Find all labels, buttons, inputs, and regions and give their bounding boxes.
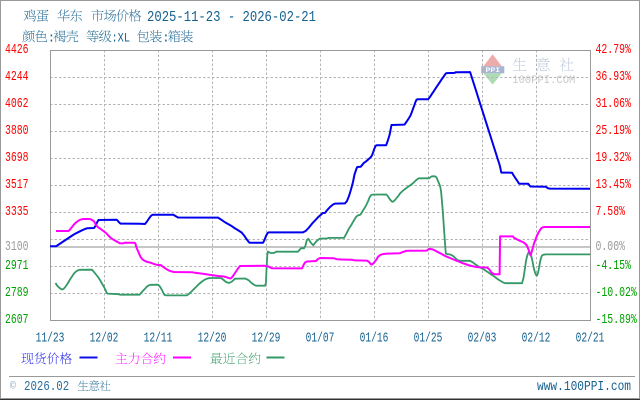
svg-text::: : <box>48 30 56 45</box>
svg-text::XL: :XL <box>112 30 131 45</box>
svg-text:-10.02%: -10.02% <box>596 286 638 301</box>
svg-text:4062: 4062 <box>5 97 29 112</box>
svg-text:3517: 3517 <box>5 178 29 193</box>
svg-text:2607: 2607 <box>5 313 29 328</box>
svg-text:3335: 3335 <box>5 205 29 220</box>
svg-text:PPI: PPI <box>486 67 501 75</box>
svg-text:0.00%: 0.00% <box>596 240 626 255</box>
svg-text:01/16: 01/16 <box>360 331 389 346</box>
svg-text:12/29: 12/29 <box>252 331 281 346</box>
svg-text:42.79%: 42.79% <box>596 43 632 58</box>
svg-text:2026.02: 2026.02 <box>24 379 69 395</box>
svg-text:12/02: 12/02 <box>90 331 119 346</box>
svg-text:02/03: 02/03 <box>468 331 497 346</box>
svg-text:2025-11-23 - 2026-02-21: 2025-11-23 - 2026-02-21 <box>147 10 316 26</box>
svg-text:01/07: 01/07 <box>306 331 335 346</box>
svg-text:-4.15%: -4.15% <box>596 259 632 274</box>
svg-text:13.45%: 13.45% <box>596 178 632 193</box>
svg-text:12/11: 12/11 <box>144 331 173 346</box>
svg-text:2971: 2971 <box>5 259 29 274</box>
svg-text:100PPI.COM: 100PPI.COM <box>512 75 575 87</box>
svg-text:02/12: 02/12 <box>522 331 551 346</box>
svg-text:4244: 4244 <box>5 70 29 85</box>
svg-text:-15.89%: -15.89% <box>596 313 638 328</box>
svg-text:36.93%: 36.93% <box>596 70 632 85</box>
svg-text:31.06%: 31.06% <box>596 97 632 112</box>
svg-text:3698: 3698 <box>5 151 29 166</box>
svg-text:www.100PPI.com: www.100PPI.com <box>537 380 631 395</box>
svg-text:25.19%: 25.19% <box>596 124 632 139</box>
svg-text::: : <box>162 30 170 45</box>
svg-text:©: © <box>10 381 17 393</box>
svg-text:11/23: 11/23 <box>36 331 65 346</box>
svg-text:02/21: 02/21 <box>576 331 605 346</box>
svg-text:12/20: 12/20 <box>198 331 227 346</box>
svg-text:2789: 2789 <box>5 286 29 301</box>
svg-text:4426: 4426 <box>5 43 29 58</box>
svg-text:19.32%: 19.32% <box>596 151 632 166</box>
svg-text:7.58%: 7.58% <box>596 205 626 220</box>
svg-text:3880: 3880 <box>5 124 29 139</box>
svg-text:3100: 3100 <box>5 240 29 255</box>
svg-text:01/25: 01/25 <box>414 331 443 346</box>
